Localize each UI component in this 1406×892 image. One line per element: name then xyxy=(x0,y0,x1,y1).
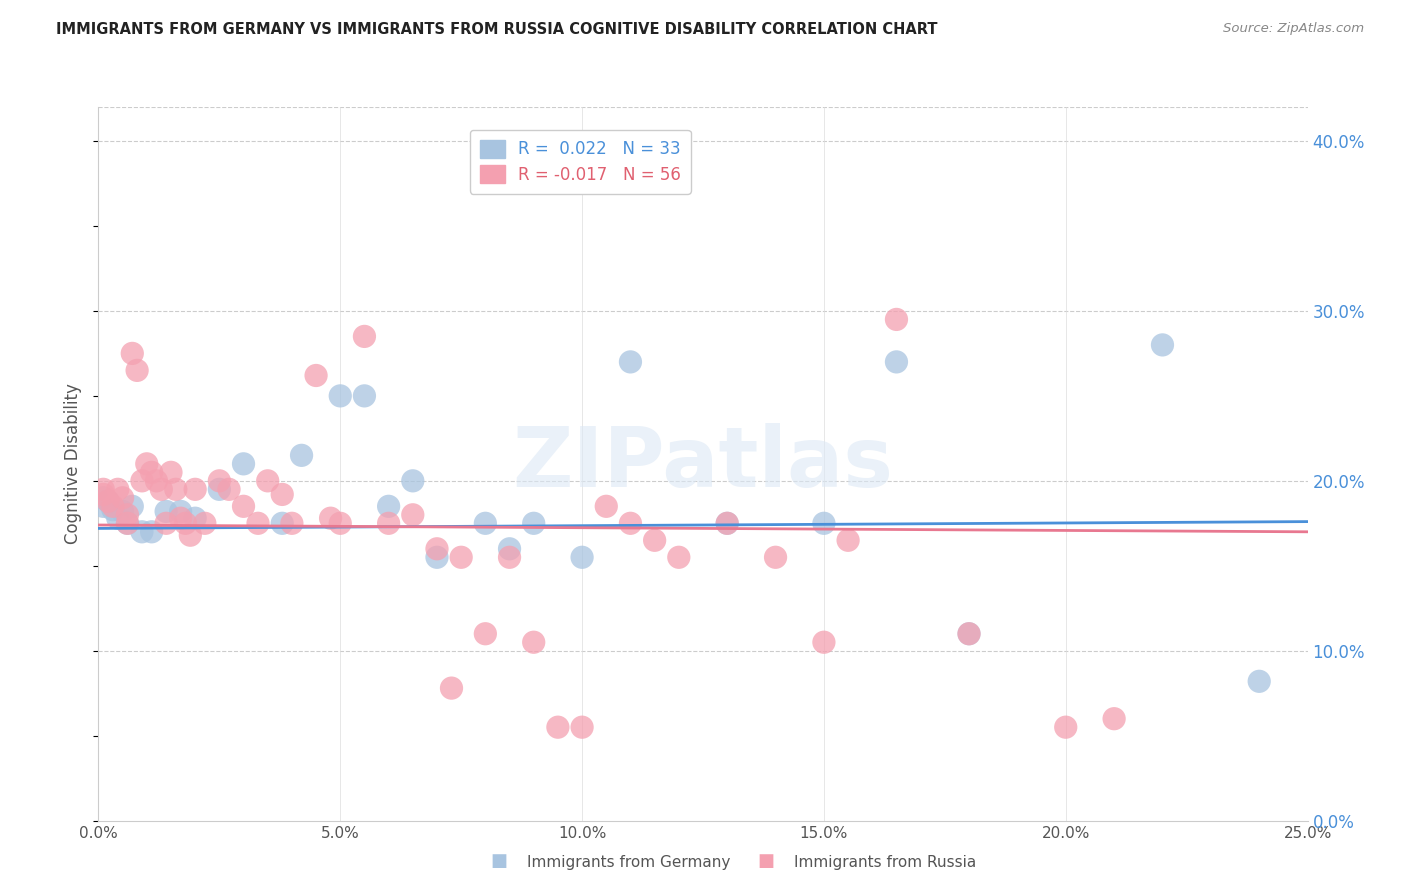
Point xyxy=(619,355,641,369)
Point xyxy=(208,483,231,497)
Point xyxy=(440,681,463,695)
Point xyxy=(160,466,183,480)
Point xyxy=(474,626,496,640)
Point xyxy=(194,516,217,531)
Point xyxy=(131,524,153,539)
Point xyxy=(232,457,254,471)
Point xyxy=(353,389,375,403)
Point xyxy=(1152,338,1174,352)
Text: ZIPatlas: ZIPatlas xyxy=(513,424,893,504)
Point xyxy=(184,483,207,497)
Point xyxy=(1054,720,1077,734)
Point xyxy=(232,500,254,514)
Point xyxy=(91,500,114,514)
Point xyxy=(145,474,167,488)
Point xyxy=(256,474,278,488)
Point xyxy=(121,346,143,360)
Point xyxy=(141,524,163,539)
Point xyxy=(716,516,738,531)
Point xyxy=(402,474,425,488)
Point xyxy=(886,355,908,369)
Point xyxy=(644,533,666,548)
Point xyxy=(141,466,163,480)
Point xyxy=(957,626,980,640)
Point xyxy=(837,533,859,548)
Point xyxy=(111,491,134,505)
Text: Immigrants from Germany: Immigrants from Germany xyxy=(527,855,731,870)
Point xyxy=(111,504,134,518)
Point xyxy=(377,500,399,514)
Point xyxy=(547,720,569,734)
Point xyxy=(271,516,294,531)
Point xyxy=(97,494,120,508)
Point xyxy=(474,516,496,531)
Text: ■: ■ xyxy=(758,852,775,870)
Point xyxy=(127,363,149,377)
Point xyxy=(107,511,129,525)
Point xyxy=(353,329,375,343)
Point xyxy=(117,508,139,522)
Point xyxy=(957,626,980,640)
Point xyxy=(716,516,738,531)
Point xyxy=(117,516,139,531)
Point xyxy=(107,483,129,497)
Point xyxy=(165,483,187,497)
Point xyxy=(208,474,231,488)
Point xyxy=(271,487,294,501)
Legend: R =  0.022   N = 33, R = -0.017   N = 56: R = 0.022 N = 33, R = -0.017 N = 56 xyxy=(470,129,690,194)
Text: IMMIGRANTS FROM GERMANY VS IMMIGRANTS FROM RUSSIA COGNITIVE DISABILITY CORRELATI: IMMIGRANTS FROM GERMANY VS IMMIGRANTS FR… xyxy=(56,22,938,37)
Point xyxy=(97,494,120,508)
Point xyxy=(571,550,593,565)
Point xyxy=(450,550,472,565)
Point xyxy=(184,511,207,525)
Point xyxy=(91,483,114,497)
Point xyxy=(218,483,240,497)
Point xyxy=(498,541,520,556)
Point xyxy=(402,508,425,522)
Point xyxy=(155,504,177,518)
Point xyxy=(155,516,177,531)
Point xyxy=(595,500,617,514)
Point xyxy=(247,516,270,531)
Point xyxy=(319,511,342,525)
Point xyxy=(101,502,124,516)
Point xyxy=(131,474,153,488)
Text: ■: ■ xyxy=(491,852,508,870)
Point xyxy=(179,528,201,542)
Point xyxy=(91,487,114,501)
Point xyxy=(169,504,191,518)
Text: Immigrants from Russia: Immigrants from Russia xyxy=(794,855,977,870)
Point xyxy=(426,541,449,556)
Text: Source: ZipAtlas.com: Source: ZipAtlas.com xyxy=(1223,22,1364,36)
Point xyxy=(813,516,835,531)
Point xyxy=(498,550,520,565)
Point xyxy=(101,500,124,514)
Point xyxy=(329,389,352,403)
Point xyxy=(150,483,173,497)
Point xyxy=(290,448,312,462)
Point xyxy=(813,635,835,649)
Point xyxy=(886,312,908,326)
Point xyxy=(329,516,352,531)
Point xyxy=(174,516,197,531)
Point xyxy=(121,500,143,514)
Point xyxy=(523,516,546,531)
Point xyxy=(281,516,304,531)
Point xyxy=(377,516,399,531)
Point xyxy=(305,368,328,383)
Y-axis label: Cognitive Disability: Cognitive Disability xyxy=(65,384,83,544)
Point xyxy=(571,720,593,734)
Point xyxy=(765,550,787,565)
Point xyxy=(169,511,191,525)
Point xyxy=(1249,674,1271,689)
Point xyxy=(135,457,157,471)
Point xyxy=(668,550,690,565)
Point xyxy=(117,516,139,531)
Point xyxy=(91,491,114,505)
Point xyxy=(523,635,546,649)
Point xyxy=(1102,712,1125,726)
Point xyxy=(619,516,641,531)
Point xyxy=(426,550,449,565)
